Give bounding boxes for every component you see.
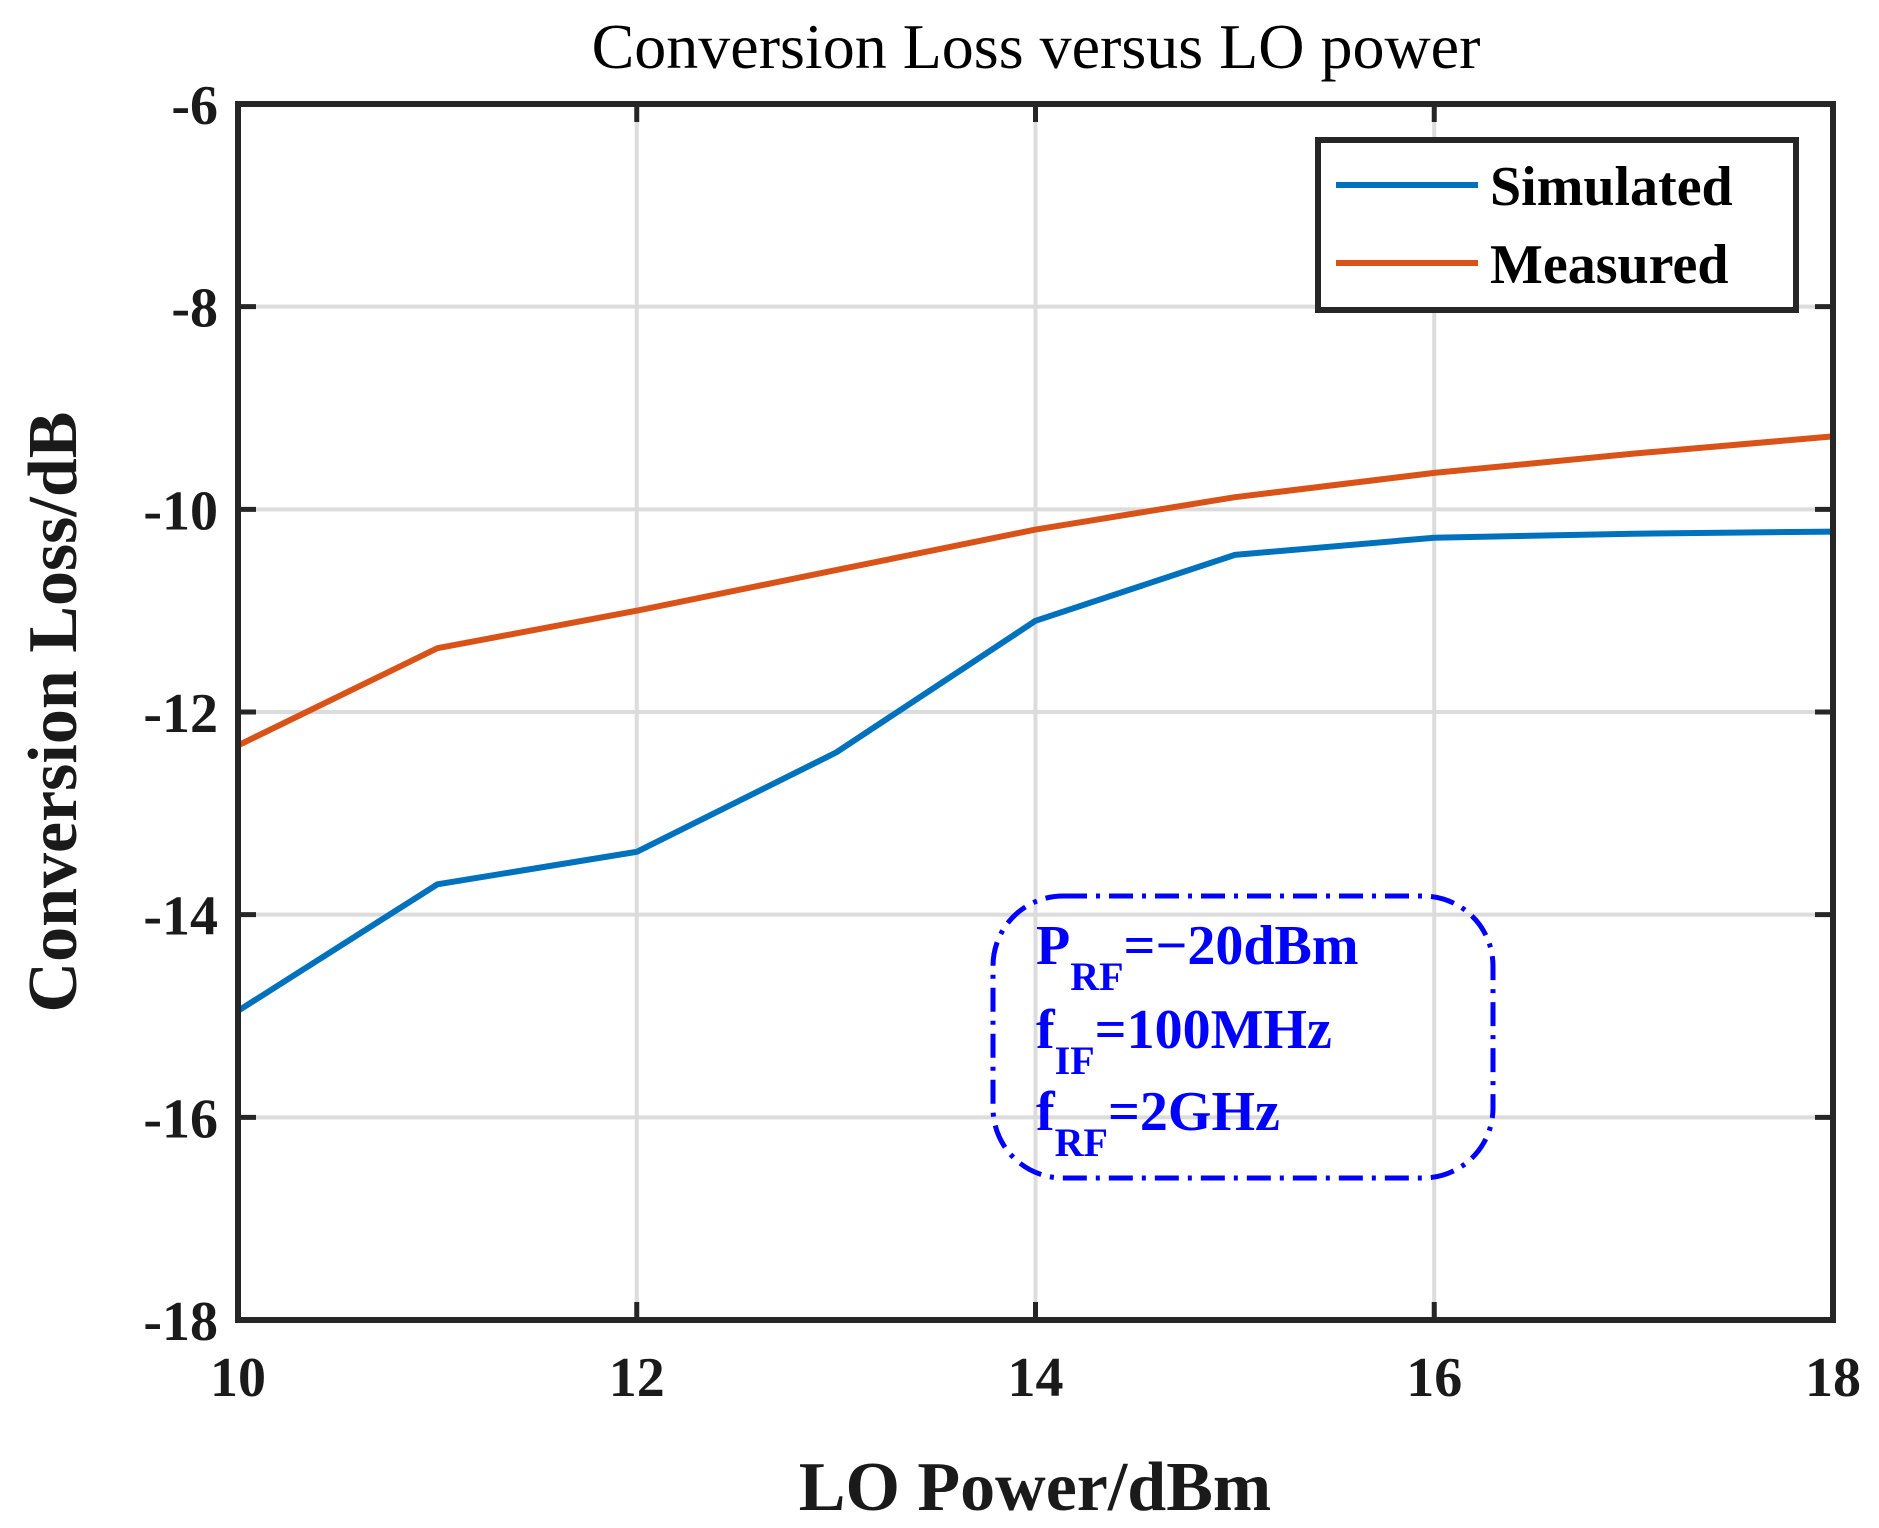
y-tick-label: -8 (171, 278, 218, 340)
annotation-line-3-sub: RF (1055, 1120, 1108, 1165)
series-line-simulated (236, 528, 1834, 1014)
x-tick-label: 16 (1406, 1347, 1462, 1409)
annotation: PRF=−20dBm fIF=100MHz fRF=2GHz (990, 893, 1496, 1181)
series-group (236, 433, 1834, 1014)
annotation-line-1: PRF=−20dBm (1036, 915, 1359, 999)
legend-label-measured: Measured (1490, 234, 1729, 296)
y-tick-label: -12 (143, 683, 218, 745)
x-tick-label: 10 (210, 1347, 266, 1409)
chart-title: Conversion Loss versus LO power (592, 11, 1481, 82)
y-tick-label: -10 (143, 480, 218, 542)
annotation-line-1-rest: =−20dBm (1124, 915, 1359, 977)
legend-box (1315, 137, 1799, 313)
y-axis-label: Conversion Loss/dB (15, 412, 92, 1013)
y-tick-label: -14 (143, 886, 218, 948)
annotation-line-2-main: f (1036, 999, 1056, 1061)
x-tick-label: 12 (609, 1347, 665, 1409)
annotation-box (990, 893, 1496, 1181)
annotation-line-2-sub: IF (1055, 1038, 1095, 1083)
x-tick-label: 18 (1805, 1347, 1861, 1409)
legend-label-simulated: Simulated (1490, 156, 1733, 218)
y-tick-label: -18 (143, 1291, 218, 1353)
legend: Simulated Measured (1315, 137, 1799, 313)
series-line-measured (236, 433, 1834, 749)
y-tick-label: -16 (143, 1088, 218, 1150)
ticks: 10 12 14 16 18 -6 -8 -10 -12 -14 -16 -18 (143, 75, 1861, 1409)
x-tick-label: 14 (1008, 1347, 1064, 1409)
annotation-line-3-main: f (1036, 1081, 1056, 1143)
annotation-line-1-sub: RF (1070, 954, 1123, 999)
x-axis-label: LO Power/dBm (799, 1449, 1271, 1526)
annotation-line-2-rest: =100MHz (1095, 999, 1332, 1061)
annotation-line-1-main: P (1036, 915, 1070, 977)
annotation-line-3-rest: =2GHz (1108, 1081, 1280, 1143)
annotation-line-2: fIF=100MHz (1036, 999, 1332, 1083)
annotation-line-3: fRF=2GHz (1036, 1081, 1280, 1165)
y-tick-label: -6 (171, 75, 218, 137)
